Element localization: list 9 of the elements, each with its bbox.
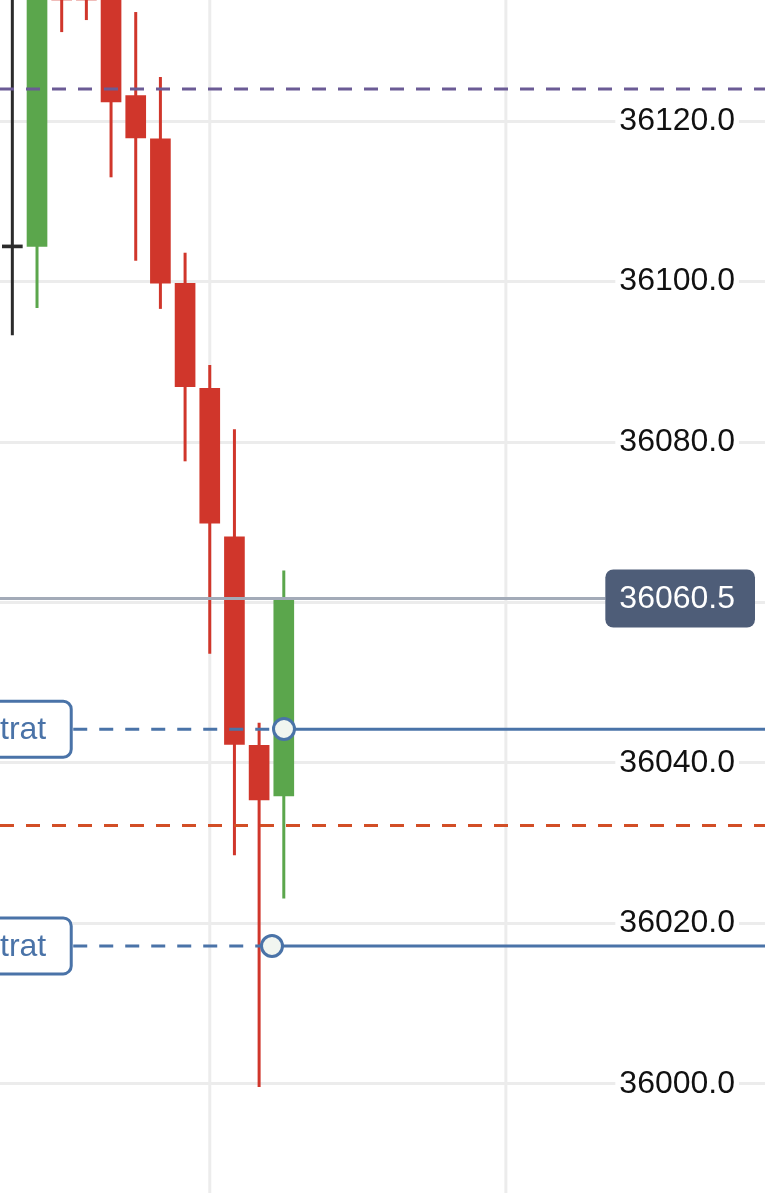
ref-line-label: trat: [0, 926, 47, 963]
y-tick-label: 36000.0: [619, 1063, 735, 1100]
y-tick-label: 36080.0: [619, 421, 735, 458]
y-tick-label: 36120.0: [619, 100, 735, 137]
y-tick-label: 36020.0: [619, 903, 735, 940]
ref-line-label: trat: [0, 710, 47, 747]
y-tick-label: 36040.0: [619, 742, 735, 779]
ref-line-label: 36060.5: [619, 579, 735, 616]
y-tick-label: 36100.0: [619, 261, 735, 298]
